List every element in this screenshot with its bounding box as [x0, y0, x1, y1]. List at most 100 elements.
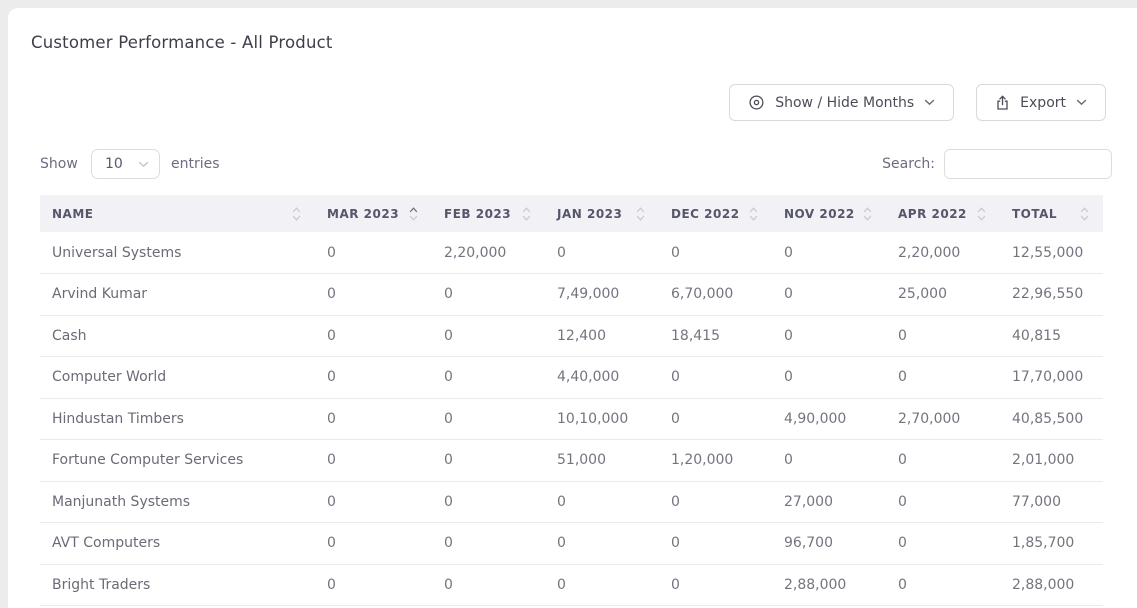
customer-name-cell: Bright Traders: [40, 564, 315, 606]
value-cell: 0: [886, 522, 1000, 565]
table-header-row: NAME MAR 2023 FEB 2023 JAN 2023 DEC 2022 NOV …: [40, 195, 1103, 232]
customer-name-cell: Universal Systems: [40, 232, 315, 274]
value-cell: 0: [432, 522, 545, 565]
value-cell: 25,000: [886, 273, 1000, 316]
value-cell: 0: [886, 439, 1000, 482]
value-cell: 0: [315, 232, 432, 274]
value-cell: 0: [659, 398, 772, 440]
value-cell: 0: [545, 481, 659, 523]
sort-carets-icon: [409, 206, 418, 222]
column-header-mar-2023[interactable]: MAR 2023: [315, 195, 432, 232]
export-button[interactable]: Export: [976, 84, 1106, 121]
column-header-nov-2022[interactable]: NOV 2022: [772, 195, 886, 232]
value-cell: 0: [659, 232, 772, 274]
value-cell: 2,70,000: [886, 398, 1000, 440]
page-size-value: 10: [105, 156, 123, 172]
value-cell: 1,85,700: [1000, 522, 1103, 565]
value-cell: 0: [432, 356, 545, 399]
value-cell: 18,415: [659, 315, 772, 357]
value-cell: 12,55,000: [1000, 232, 1103, 274]
customer-name-cell: Manjunath Systems: [40, 481, 315, 523]
value-cell: 2,20,000: [432, 232, 545, 274]
value-cell: 4,40,000: [545, 356, 659, 399]
page-size-select[interactable]: 10: [91, 149, 160, 179]
column-label: TOTAL: [1012, 206, 1058, 221]
value-cell: 0: [886, 315, 1000, 357]
sort-carets-icon: [863, 206, 872, 222]
show-hide-months-button[interactable]: Show / Hide Months: [729, 84, 955, 121]
column-label: NAME: [52, 206, 94, 221]
sort-carets-icon: [749, 206, 758, 222]
value-cell: 0: [659, 481, 772, 523]
value-cell: 1,20,000: [659, 439, 772, 482]
value-cell: 0: [886, 481, 1000, 523]
column-header-feb-2023[interactable]: FEB 2023: [432, 195, 545, 232]
column-header-dec-2022[interactable]: DEC 2022: [659, 195, 772, 232]
value-cell: 10,10,000: [545, 398, 659, 440]
customer-name-cell: Computer World: [40, 356, 315, 399]
table-row: Manjunath Systems 0 0 0 0 27,000 0 77,000: [40, 481, 1103, 523]
value-cell: 0: [772, 315, 886, 357]
table-row: AVT Computers 0 0 0 0 96,700 0 1,85,700: [40, 522, 1103, 565]
entries-label: entries: [171, 156, 220, 172]
export-label: Export: [1020, 94, 1066, 111]
value-cell: 0: [886, 564, 1000, 606]
value-cell: 7,49,000: [545, 273, 659, 316]
column-label: DEC 2022: [671, 206, 740, 221]
value-cell: 0: [545, 522, 659, 565]
list-controls: Show 10 entries Search:: [40, 149, 1112, 180]
value-cell: 0: [659, 564, 772, 606]
value-cell: 22,96,550: [1000, 273, 1103, 316]
value-cell: 0: [432, 564, 545, 606]
page-title: Customer Performance - All Product: [31, 33, 333, 52]
value-cell: 0: [315, 564, 432, 606]
value-cell: 27,000: [772, 481, 886, 523]
column-label: MAR 2023: [327, 206, 400, 221]
value-cell: 0: [315, 398, 432, 440]
value-cell: 2,01,000: [1000, 439, 1103, 482]
value-cell: 96,700: [772, 522, 886, 565]
table-row: Cash 0 0 12,400 18,415 0 0 40,815: [40, 315, 1103, 357]
column-header-total[interactable]: TOTAL: [1000, 195, 1103, 232]
sort-carets-icon: [522, 206, 531, 222]
table-row: Bright Traders 0 0 0 0 2,88,000 0 2,88,000: [40, 564, 1103, 606]
value-cell: 6,70,000: [659, 273, 772, 316]
value-cell: 4,90,000: [772, 398, 886, 440]
column-label: FEB 2023: [444, 206, 512, 221]
column-label: JAN 2023: [557, 206, 623, 221]
value-cell: 0: [432, 398, 545, 440]
column-label: APR 2022: [898, 206, 967, 221]
column-header-name[interactable]: NAME: [40, 195, 315, 232]
sort-carets-icon: [636, 206, 645, 222]
value-cell: 0: [315, 356, 432, 399]
column-header-jan-2023[interactable]: JAN 2023: [545, 195, 659, 232]
customer-name-cell: AVT Computers: [40, 522, 315, 565]
value-cell: 40,85,500: [1000, 398, 1103, 440]
show-hide-months-label: Show / Hide Months: [775, 94, 915, 111]
value-cell: 0: [315, 481, 432, 523]
value-cell: 77,000: [1000, 481, 1103, 523]
value-cell: 40,815: [1000, 315, 1103, 357]
chevron-down-icon: [1076, 99, 1087, 106]
column-header-apr-2022[interactable]: APR 2022: [886, 195, 1000, 232]
value-cell: 0: [545, 564, 659, 606]
value-cell: 0: [315, 522, 432, 565]
value-cell: 0: [772, 356, 886, 399]
value-cell: 0: [886, 356, 1000, 399]
value-cell: 0: [315, 315, 432, 357]
value-cell: 2,88,000: [772, 564, 886, 606]
search-input[interactable]: [944, 149, 1112, 179]
table-row: Universal Systems 0 2,20,000 0 0 0 2,20,000 12,…: [40, 232, 1103, 274]
report-card: Customer Performance - All Product Show …: [8, 8, 1137, 608]
sort-carets-icon: [1080, 206, 1089, 222]
value-cell: 0: [315, 439, 432, 482]
show-label: Show: [40, 156, 78, 172]
upload-icon: [995, 94, 1010, 111]
toolbar: Show / Hide Months Export: [729, 84, 1106, 121]
chevron-down-icon: [924, 99, 935, 106]
value-cell: 51,000: [545, 439, 659, 482]
table-row: Fortune Computer Services 0 0 51,000 1,20,00…: [40, 439, 1103, 482]
customer-performance-table: NAME MAR 2023 FEB 2023 JAN 2023 DEC 2022 NOV …: [40, 195, 1103, 606]
value-cell: 2,20,000: [886, 232, 1000, 274]
value-cell: 0: [432, 439, 545, 482]
